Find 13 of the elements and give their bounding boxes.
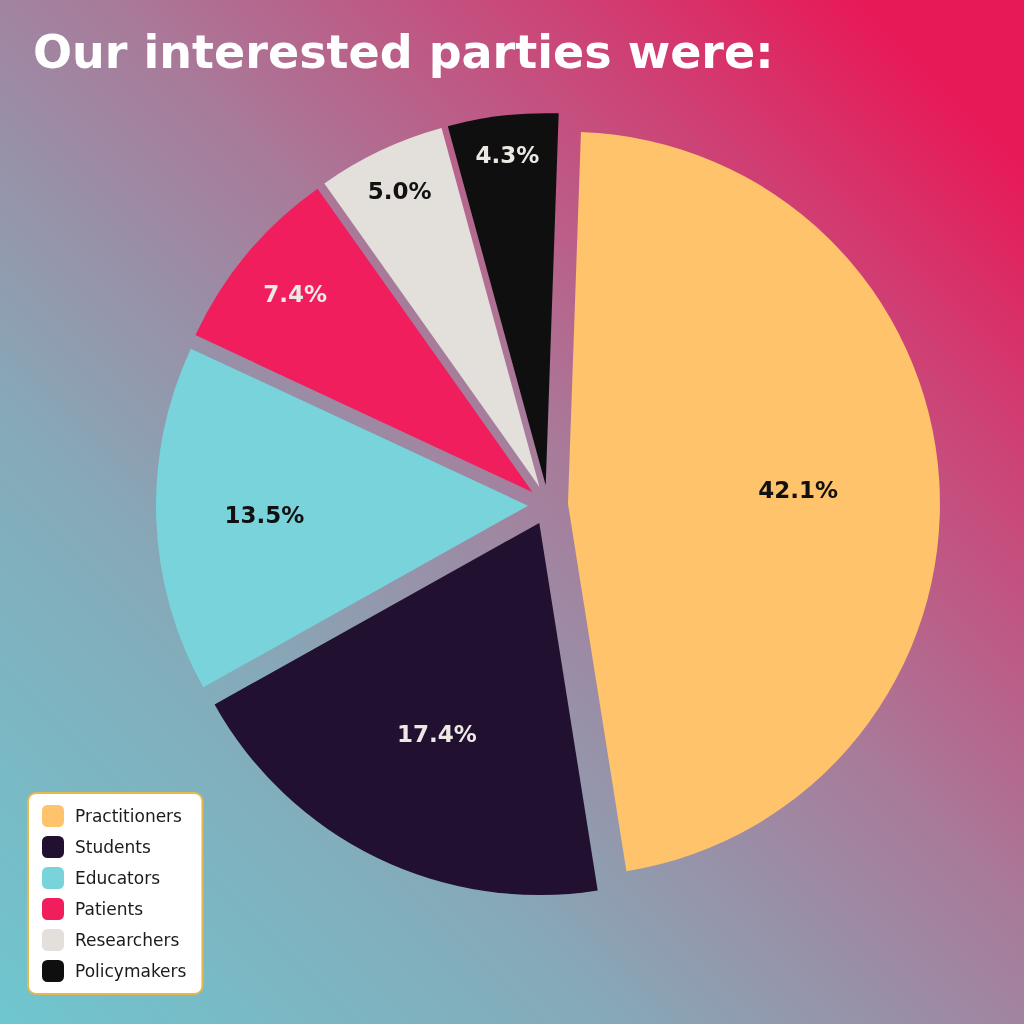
data-label: 4.3% bbox=[475, 141, 540, 168]
data-label: 5.0% bbox=[367, 178, 432, 205]
data-label: 7.4% bbox=[263, 281, 327, 308]
legend-label: Patients bbox=[75, 899, 144, 919]
legend-label: Educators bbox=[75, 868, 161, 888]
data-label: 17.4% bbox=[396, 721, 477, 748]
legend-label: Practitioners bbox=[75, 806, 183, 826]
legend-label: Students bbox=[75, 837, 151, 857]
legend-label: Researchers bbox=[75, 930, 180, 950]
chart-title: Our interested parties were: bbox=[33, 25, 774, 79]
data-label: 13.5% bbox=[224, 502, 305, 529]
legend-label: Policymakers bbox=[75, 961, 187, 981]
data-label: 42.1% bbox=[758, 476, 839, 503]
